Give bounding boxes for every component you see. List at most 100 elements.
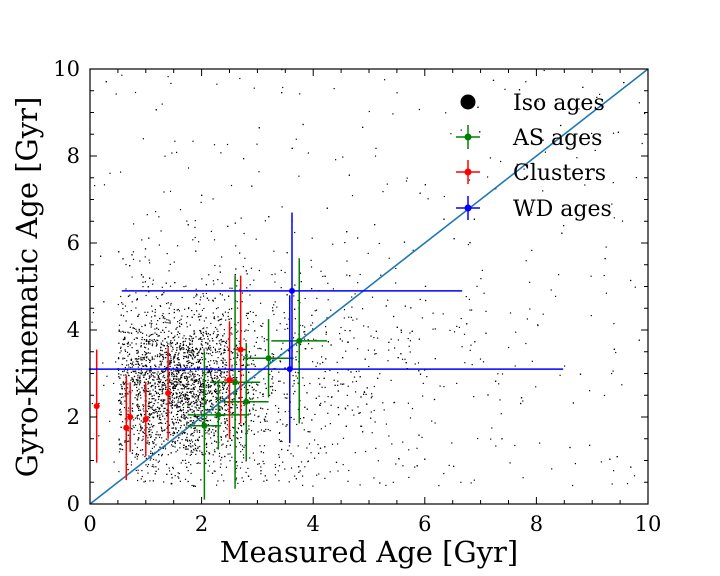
- iso-age-point: [255, 341, 257, 343]
- iso-age-point: [199, 349, 201, 351]
- iso-age-point: [144, 248, 147, 250]
- iso-age-point: [191, 409, 193, 411]
- iso-age-point: [153, 409, 155, 411]
- iso-age-point: [142, 431, 144, 433]
- iso-age-point: [214, 264, 216, 267]
- iso-age-point: [191, 340, 193, 343]
- iso-age-point: [200, 348, 202, 350]
- iso-age-point: [191, 439, 193, 441]
- wd-ages-point: [288, 287, 295, 294]
- iso-age-point: [241, 354, 243, 356]
- iso-age-point: [284, 367, 286, 369]
- iso-age-point: [132, 327, 134, 329]
- iso-age-point: [140, 274, 143, 276]
- iso-age-point: [279, 440, 281, 443]
- iso-age-point: [162, 344, 164, 346]
- iso-age-point: [303, 417, 305, 419]
- iso-age-point: [271, 392, 273, 394]
- iso-age-point: [182, 406, 185, 409]
- iso-age-point: [124, 336, 126, 339]
- iso-age-point: [319, 404, 321, 406]
- iso-age-point: [199, 329, 201, 332]
- iso-age-point: [185, 401, 187, 403]
- iso-age-point: [470, 344, 472, 346]
- iso-age-point: [162, 381, 164, 383]
- iso-age-point: [163, 316, 165, 318]
- iso-age-point: [200, 391, 202, 393]
- iso-age-point: [254, 354, 256, 356]
- iso-age-point: [278, 407, 280, 409]
- iso-age-point: [482, 361, 485, 363]
- iso-age-point: [299, 343, 302, 346]
- iso-age-point: [405, 362, 407, 364]
- iso-age-point: [388, 257, 390, 259]
- iso-age-point: [125, 374, 127, 376]
- iso-age-point: [197, 462, 199, 464]
- iso-age-point: [134, 456, 136, 458]
- iso-age-point: [172, 427, 175, 429]
- iso-age-point: [257, 348, 259, 350]
- iso-age-point: [172, 415, 175, 418]
- iso-age-point: [137, 454, 139, 456]
- iso-age-point: [174, 335, 176, 337]
- iso-age-point: [168, 381, 171, 383]
- iso-age-point: [213, 316, 215, 318]
- iso-age-point: [164, 388, 167, 390]
- iso-age-point: [271, 370, 273, 372]
- iso-age-point: [150, 370, 152, 372]
- iso-age-point: [127, 331, 129, 333]
- iso-age-point: [170, 370, 172, 372]
- iso-age-point: [152, 374, 154, 377]
- iso-age-point: [183, 357, 185, 360]
- iso-age-point: [195, 303, 197, 305]
- iso-age-point: [183, 385, 185, 387]
- iso-age-point: [127, 372, 129, 374]
- iso-age-point: [162, 353, 164, 356]
- iso-age-point: [193, 423, 195, 425]
- iso-age-point: [198, 392, 200, 394]
- iso-age-point: [192, 337, 195, 339]
- iso-age-point: [247, 312, 249, 314]
- iso-age-point: [169, 285, 172, 287]
- iso-age-point: [153, 372, 155, 374]
- iso-age-point: [211, 371, 213, 373]
- iso-age-point: [175, 375, 177, 377]
- iso-age-point: [160, 388, 162, 391]
- iso-age-point: [150, 423, 152, 425]
- iso-age-point: [284, 328, 286, 330]
- iso-age-point: [183, 364, 185, 366]
- iso-age-point: [219, 271, 221, 273]
- iso-age-point: [192, 445, 194, 447]
- iso-age-point: [213, 144, 216, 146]
- iso-age-point: [299, 93, 301, 95]
- iso-age-point: [168, 307, 170, 309]
- iso-age-point: [298, 471, 300, 473]
- clusters-point: [165, 390, 172, 397]
- iso-age-point: [149, 262, 151, 264]
- iso-age-point: [178, 310, 180, 312]
- iso-age-point: [136, 380, 138, 382]
- iso-age-point: [223, 349, 225, 351]
- iso-age-point: [216, 328, 218, 330]
- iso-age-point: [171, 418, 173, 420]
- iso-age-point: [202, 385, 204, 387]
- iso-age-point: [158, 407, 160, 409]
- iso-age-point: [419, 192, 421, 194]
- iso-age-point: [293, 295, 295, 297]
- iso-age-point: [151, 406, 153, 408]
- iso-age-point: [520, 397, 523, 399]
- iso-age-point: [307, 339, 309, 341]
- iso-age-point: [121, 363, 123, 366]
- iso-age-point: [264, 430, 266, 432]
- iso-age-point: [370, 397, 372, 399]
- iso-age-point: [134, 384, 136, 386]
- iso-age-point: [211, 354, 213, 357]
- iso-age-point: [190, 391, 192, 393]
- iso-age-point: [218, 369, 220, 372]
- iso-age-point: [156, 327, 158, 329]
- iso-age-point: [141, 239, 143, 241]
- iso-age-point: [122, 358, 124, 360]
- iso-age-point: [183, 447, 185, 449]
- iso-age-point: [183, 413, 185, 416]
- iso-age-point: [194, 401, 196, 403]
